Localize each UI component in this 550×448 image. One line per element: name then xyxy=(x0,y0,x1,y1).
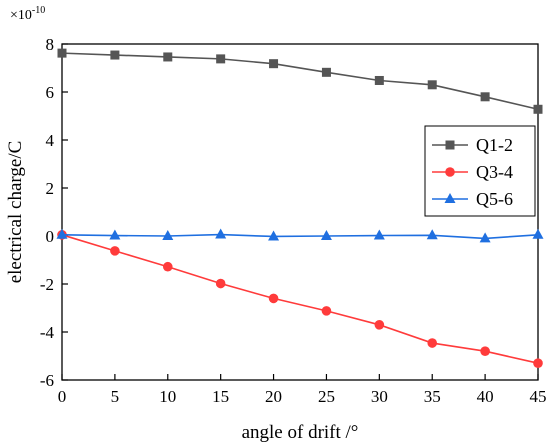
data-point xyxy=(320,230,332,240)
y-tick-label: -6 xyxy=(40,371,54,390)
y-tick-label: -2 xyxy=(40,275,54,294)
legend-label: Q1-2 xyxy=(476,135,513,155)
data-point xyxy=(163,52,173,62)
plot-frame xyxy=(61,43,539,381)
data-point xyxy=(321,306,332,316)
legend-marker xyxy=(445,167,455,177)
data-point xyxy=(374,75,384,85)
data-point xyxy=(321,67,331,77)
data-point xyxy=(480,346,490,357)
data-point xyxy=(57,48,67,58)
x-tick-label: 25 xyxy=(318,387,335,406)
data-point xyxy=(426,229,438,240)
x-tick-label: 40 xyxy=(477,387,494,406)
x-ticks: 0 5 10 15 20 25 30 35 40 45 xyxy=(58,374,547,406)
x-tick-label: 0 xyxy=(58,387,67,406)
series-q5-6 xyxy=(56,228,544,243)
series-layer xyxy=(56,48,544,369)
series-q1-2 xyxy=(57,48,543,114)
data-point xyxy=(373,229,385,240)
legend-label: Q5-6 xyxy=(476,189,513,209)
data-point xyxy=(110,50,120,60)
x-tick-label: 30 xyxy=(371,387,388,406)
data-point xyxy=(480,92,490,102)
y-tick-label: 2 xyxy=(46,179,55,198)
x-tick-label: 10 xyxy=(159,387,176,406)
legend: Q1-2 Q3-4 Q5-6 xyxy=(424,125,536,217)
x-tick-label: 45 xyxy=(530,387,547,406)
x-axis-label: angle of drift /° xyxy=(242,422,359,443)
x-tick-label: 15 xyxy=(212,387,229,406)
data-point xyxy=(427,80,437,90)
data-point xyxy=(162,230,174,240)
legend-label: Q3-4 xyxy=(476,162,513,182)
data-point xyxy=(269,59,279,69)
data-point xyxy=(215,278,226,289)
y-tick-label: -4 xyxy=(40,323,55,342)
y-tick-label: 0 xyxy=(46,227,55,246)
data-point xyxy=(533,104,543,114)
data-point xyxy=(216,54,226,64)
y-tick-label: 4 xyxy=(46,131,55,150)
data-point xyxy=(109,229,121,240)
data-point xyxy=(110,246,120,256)
data-point xyxy=(268,293,279,304)
y-tick-label: 8 xyxy=(46,35,55,54)
series-line xyxy=(61,234,539,364)
data-point xyxy=(427,338,438,348)
y-ticks: -6 -4 -2 0 2 4 6 8 xyxy=(40,35,68,390)
data-point xyxy=(268,230,280,241)
y-axis-multiplier: ×10-10 xyxy=(10,5,45,23)
data-point xyxy=(162,261,173,272)
legend-box xyxy=(424,125,536,217)
y-axis-label: electrical charge/C xyxy=(5,141,26,284)
y-tick-label: 6 xyxy=(46,83,55,102)
data-point xyxy=(532,228,544,239)
data-point xyxy=(533,358,543,369)
x-tick-label: 5 xyxy=(111,387,120,406)
series-line xyxy=(61,52,539,111)
data-point xyxy=(374,320,385,330)
data-point xyxy=(479,232,491,243)
x-tick-label: 20 xyxy=(265,387,282,406)
x-tick-label: 35 xyxy=(424,387,441,406)
legend-marker xyxy=(444,193,456,203)
data-point xyxy=(215,228,227,239)
series-q3-4 xyxy=(57,230,543,369)
data-point xyxy=(56,228,68,239)
series-line xyxy=(61,233,539,240)
legend-marker xyxy=(445,140,455,150)
